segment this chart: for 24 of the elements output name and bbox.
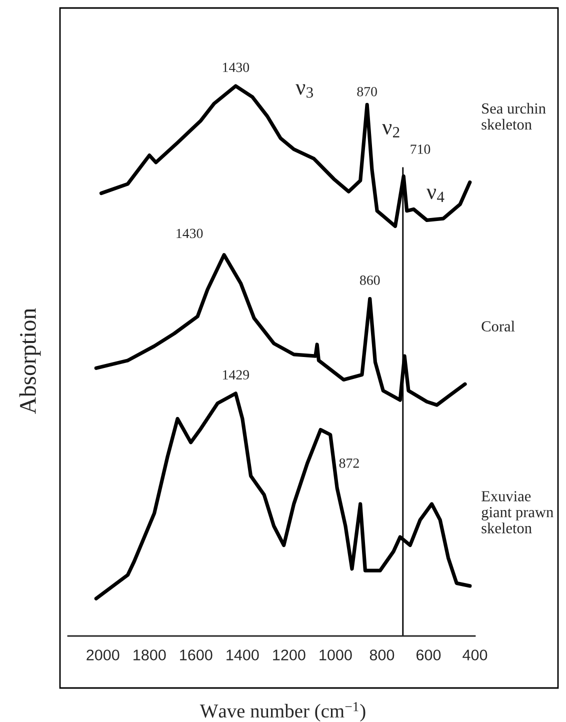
x-tick-label: 1000 — [320, 650, 352, 660]
annotation: 1430 — [176, 228, 203, 238]
annotation: 870 — [357, 86, 377, 96]
annotation: ν$_{3}$ — [296, 84, 313, 98]
text: Coral — [482, 320, 515, 332]
x-tick-label: 600 — [416, 650, 441, 660]
x-axis-title: Wave number (cm$^{−1}$) — [200, 702, 366, 722]
x-tick-label: 400 — [462, 650, 488, 660]
y-axis-title: Absorption — [19, 308, 41, 414]
text: Exuviae giant prawn skeleton — [482, 491, 554, 534]
x-tick-label: 1600 — [180, 650, 212, 660]
annotation: 872 — [339, 458, 359, 468]
annotation: 710 — [410, 144, 430, 154]
x-tick-label: 800 — [370, 650, 394, 660]
annotation: 1430 — [223, 62, 250, 72]
annotation: 860 — [360, 276, 380, 285]
x-tick-label: 1800 — [134, 650, 166, 660]
annotation: ν$_{2}$ — [382, 124, 400, 138]
x-tick-label: 1400 — [226, 650, 259, 660]
x-tick-label: 1200 — [273, 650, 306, 660]
annotation: ν$_{4}$ — [426, 188, 444, 202]
x-tick-label: 2000 — [86, 650, 120, 660]
annotation: 1429 — [223, 370, 250, 380]
text: Sea urchin skeleton — [482, 102, 546, 130]
